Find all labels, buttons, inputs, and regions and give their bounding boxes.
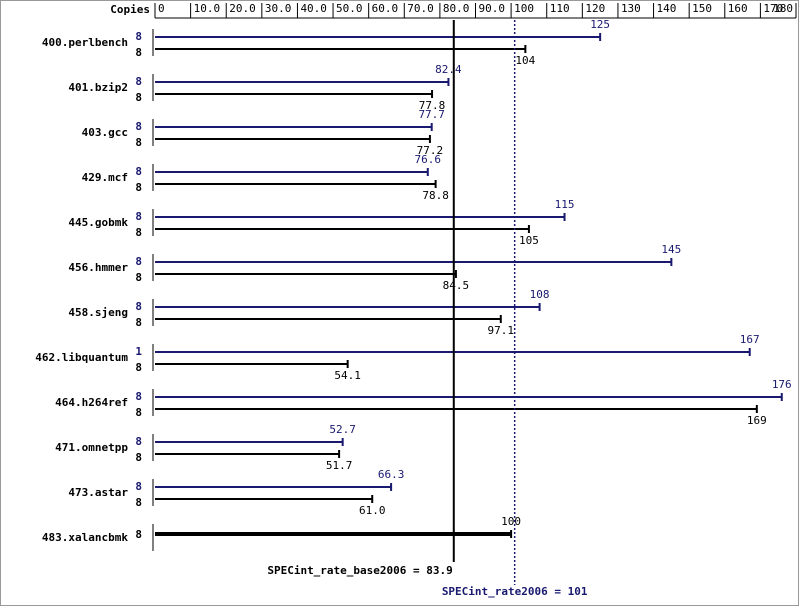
- x-tick-label: 120: [585, 2, 605, 15]
- copies-label: 8: [135, 165, 142, 178]
- value-label: 97.1: [488, 324, 515, 337]
- value-label: 176: [772, 378, 792, 391]
- copies-label: 8: [135, 451, 142, 464]
- value-label: 100: [501, 515, 521, 528]
- copies-label: 8: [135, 181, 142, 194]
- copies-label: 8: [135, 300, 142, 313]
- x-tick-label: 180: [773, 2, 793, 15]
- copies-label: 8: [135, 271, 142, 284]
- value-label: 78.8: [422, 189, 449, 202]
- x-tick-label: 80.0: [443, 2, 470, 15]
- copies-label: 8: [135, 255, 142, 268]
- x-tick-label: 150: [692, 2, 712, 15]
- copies-label: 8: [135, 75, 142, 88]
- value-label: 76.6: [415, 153, 442, 166]
- category-label: 456.hmmer: [68, 261, 128, 274]
- copies-label: 8: [135, 91, 142, 104]
- value-label: 125: [590, 18, 610, 31]
- x-tick-label: 30.0: [265, 2, 292, 15]
- x-tick-label: 90.0: [479, 2, 506, 15]
- copies-label: 8: [135, 316, 142, 329]
- x-tick-label: 170: [763, 2, 783, 15]
- value-label: 167: [740, 333, 760, 346]
- category-label: 445.gobmk: [68, 216, 128, 229]
- value-label: 169: [747, 414, 767, 427]
- category-label: 403.gcc: [82, 126, 128, 139]
- value-label: 54.1: [334, 369, 361, 382]
- copies-label: 8: [135, 435, 142, 448]
- reference-label: SPECint_rate_base2006 = 83.9: [267, 564, 452, 577]
- value-label: 66.3: [378, 468, 405, 481]
- value-label: 52.7: [329, 423, 356, 436]
- value-label: 104: [515, 54, 535, 67]
- copies-label: 1: [135, 345, 142, 358]
- x-tick-label: 10.0: [194, 2, 221, 15]
- copies-label: 8: [135, 210, 142, 223]
- value-label: 77.7: [418, 108, 445, 121]
- x-tick-label: 0: [158, 2, 165, 15]
- copies-label: 8: [135, 30, 142, 43]
- x-tick-label: 130: [621, 2, 641, 15]
- copies-label: 8: [135, 528, 142, 541]
- x-tick-label: 110: [550, 2, 570, 15]
- value-label: 61.0: [359, 504, 386, 517]
- copies-label: 8: [135, 361, 142, 374]
- x-tick-label: 160: [728, 2, 748, 15]
- reference-label: SPECint_rate2006 = 101: [442, 585, 588, 598]
- x-tick-label: 20.0: [229, 2, 256, 15]
- category-label: 464.h264ref: [55, 396, 128, 409]
- copies-header: Copies: [110, 3, 150, 16]
- value-label: 77.8: [419, 99, 446, 112]
- copies-label: 8: [135, 390, 142, 403]
- category-label: 473.astar: [68, 486, 128, 499]
- value-label: 145: [661, 243, 681, 256]
- value-label: 77.2: [417, 144, 444, 157]
- value-label: 105: [519, 234, 539, 247]
- copies-label: 8: [135, 136, 142, 149]
- value-label: 115: [555, 198, 575, 211]
- category-label: 400.perlbench: [42, 36, 128, 49]
- x-tick-label: 50.0: [336, 2, 363, 15]
- x-tick-label: 60.0: [372, 2, 399, 15]
- category-label: 483.xalancbmk: [42, 531, 128, 544]
- x-tick-label: 100: [514, 2, 534, 15]
- category-label: 458.sjeng: [68, 306, 128, 319]
- copies-label: 8: [135, 120, 142, 133]
- copies-label: 8: [135, 226, 142, 239]
- value-label: 82.4: [435, 63, 462, 76]
- x-tick-label: 40.0: [300, 2, 327, 15]
- copies-label: 8: [135, 480, 142, 493]
- value-label: 51.7: [326, 459, 353, 472]
- copies-label: 8: [135, 46, 142, 59]
- category-label: 429.mcf: [82, 171, 128, 184]
- x-tick-label: 140: [657, 2, 677, 15]
- copies-label: 8: [135, 406, 142, 419]
- x-tick-label: 70.0: [407, 2, 434, 15]
- value-label: 84.5: [443, 279, 470, 292]
- copies-label: 8: [135, 496, 142, 509]
- value-label: 108: [530, 288, 550, 301]
- category-label: 462.libquantum: [35, 351, 128, 364]
- category-label: 471.omnetpp: [55, 441, 128, 454]
- category-label: 401.bzip2: [68, 81, 128, 94]
